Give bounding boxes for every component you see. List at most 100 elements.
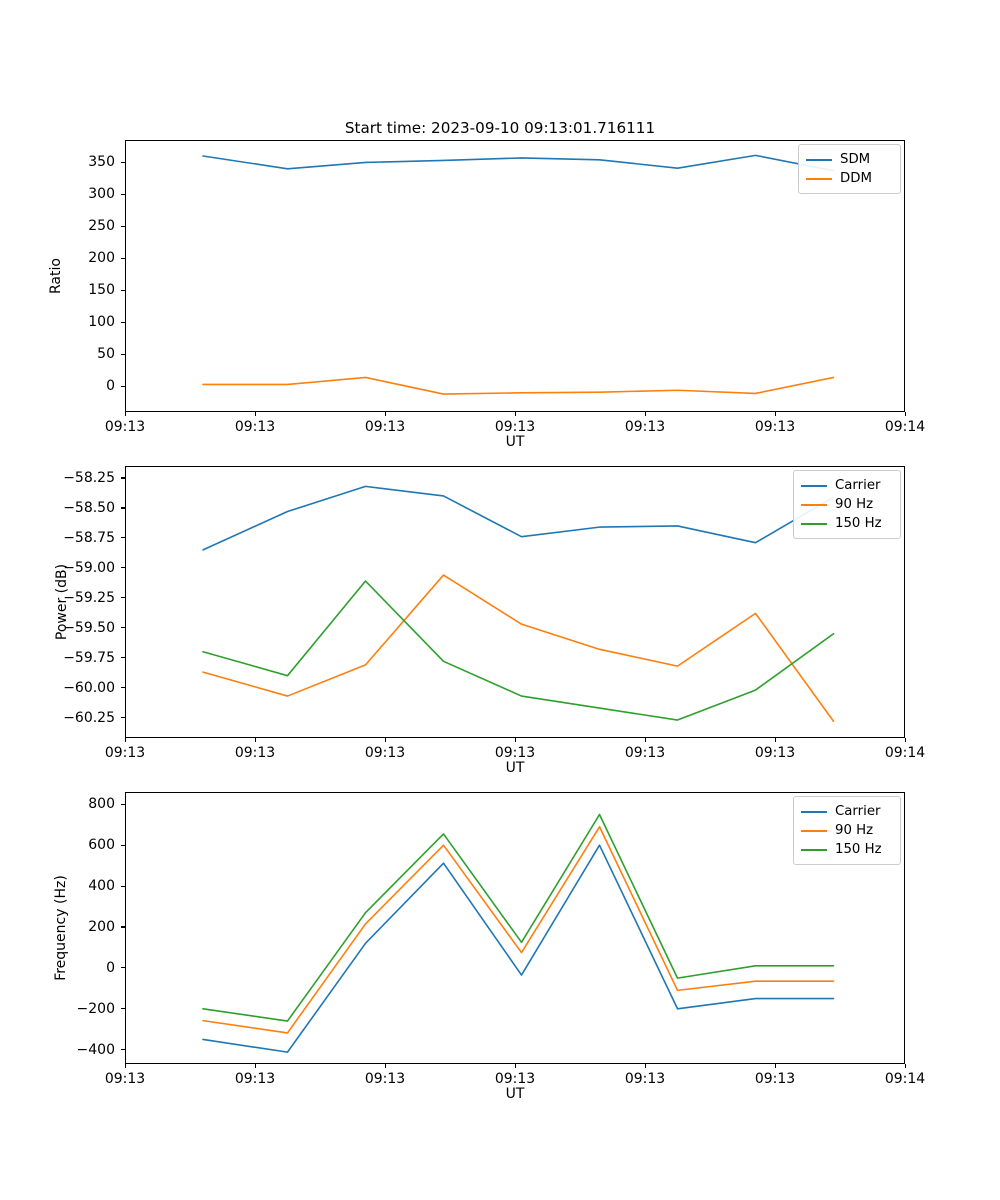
series-line-90-hz [202,825,835,1034]
x-tick-mark [774,412,776,416]
x-tick-label: 09:13 [234,1071,276,1087]
y-tick-label: 200 [88,250,115,267]
x-tick-mark [774,1064,776,1068]
y-tick-label: 150 [88,282,115,299]
y-tick-label: 350 [88,154,115,171]
y-tick-label: −58.75 [63,529,115,546]
y-tick-mark [121,289,125,291]
x-tick-label: 09:13 [234,745,276,761]
y-tick-mark [121,507,125,509]
legend-ratio[interactable]: SDM DDM [798,144,901,194]
legend-item[interactable]: DDM [806,169,893,188]
x-tick-mark [514,738,516,742]
y-tick-mark [121,225,125,227]
y-tick-label: −58.25 [63,469,115,486]
y-tick-mark [121,385,125,387]
y-tick-label: 200 [88,918,115,935]
x-tick-mark [644,412,646,416]
y-tick-label: 400 [88,878,115,895]
x-tick-label: 09:14 [884,419,926,435]
x-tick-label: 09:14 [884,745,926,761]
x-tick-label: 09:13 [624,419,666,435]
x-tick-mark [124,1064,126,1068]
x-tick-mark [514,1064,516,1068]
legend-label-ddm: DDM [840,171,872,186]
legend-swatch-90hz [801,503,827,506]
y-tick-label: −60.25 [63,709,115,726]
x-tick-mark [124,412,126,416]
x-tick-mark [254,412,256,416]
x-tick-label: 09:13 [494,745,536,761]
y-tick-label: −59.50 [63,619,115,636]
legend-label-carrier: Carrier [835,804,881,819]
y-tick-label: −58.50 [63,499,115,516]
x-tick-mark [254,738,256,742]
x-tick-mark [644,738,646,742]
legend-swatch-carrier [801,810,827,813]
legend-label-150hz: 150 Hz [835,516,882,531]
y-tick-label: −200 [76,1000,115,1017]
x-tick-mark [124,738,126,742]
legend-item[interactable]: SDM [806,150,893,169]
legend-item[interactable]: Carrier [801,802,893,821]
legend-item[interactable]: 90 Hz [801,495,893,514]
y-tick-label: −59.00 [63,559,115,576]
y-tick-label: 0 [106,959,115,976]
y-tick-label: 800 [88,796,115,813]
legend-label-90hz: 90 Hz [835,823,874,838]
series-line-ddm [202,376,835,395]
x-tick-label: 09:13 [754,419,796,435]
y-tick-mark [121,161,125,163]
legend-swatch-carrier [801,484,827,487]
legend-swatch-150hz [801,522,827,525]
x-tick-label: 09:13 [364,1071,406,1087]
legend-label-90hz: 90 Hz [835,497,874,512]
series-line-150-hz [202,580,835,721]
y-tick-mark [121,687,125,689]
legend-item[interactable]: 150 Hz [801,514,893,533]
x-tick-label: 09:13 [104,419,146,435]
legend-label-carrier: Carrier [835,478,881,493]
x-axis-label-ratio: UT [505,434,525,450]
y-tick-mark [121,926,125,928]
legend-item[interactable]: 90 Hz [801,821,893,840]
x-tick-label: 09:13 [624,1071,666,1087]
x-tick-mark [384,1064,386,1068]
series-line-carrier [202,485,835,551]
x-tick-label: 09:13 [104,1071,146,1087]
y-tick-mark [121,1008,125,1010]
legend-item[interactable]: Carrier [801,476,893,495]
x-tick-label: 09:14 [884,1071,926,1087]
y-tick-label: 300 [88,186,115,203]
legend-frequency[interactable]: Carrier 90 Hz 150 Hz [793,796,901,865]
axes-frame-frequency [125,792,905,1064]
y-tick-label: −60.00 [63,679,115,696]
x-tick-label: 09:13 [234,419,276,435]
y-tick-mark [121,657,125,659]
y-tick-label: 50 [97,346,115,363]
y-tick-mark [121,803,125,805]
x-tick-label: 09:13 [104,745,146,761]
y-tick-mark [121,717,125,719]
y-tick-label: 600 [88,837,115,854]
x-tick-mark [384,738,386,742]
x-axis-label-power: UT [505,760,525,776]
x-tick-label: 09:13 [754,745,796,761]
x-tick-mark [904,1064,906,1068]
y-tick-mark [121,1049,125,1051]
legend-swatch-90hz [801,829,827,832]
x-tick-label: 09:13 [364,419,406,435]
y-tick-label: −400 [76,1041,115,1058]
legend-item[interactable]: 150 Hz [801,840,893,859]
x-tick-mark [904,412,906,416]
legend-label-150hz: 150 Hz [835,842,882,857]
legend-label-sdm: SDM [840,152,871,167]
axes-frame-ratio [125,140,905,412]
legend-power[interactable]: Carrier 90 Hz 150 Hz [793,470,901,539]
y-tick-mark [121,193,125,195]
y-tick-label: −59.75 [63,649,115,666]
x-tick-mark [904,738,906,742]
